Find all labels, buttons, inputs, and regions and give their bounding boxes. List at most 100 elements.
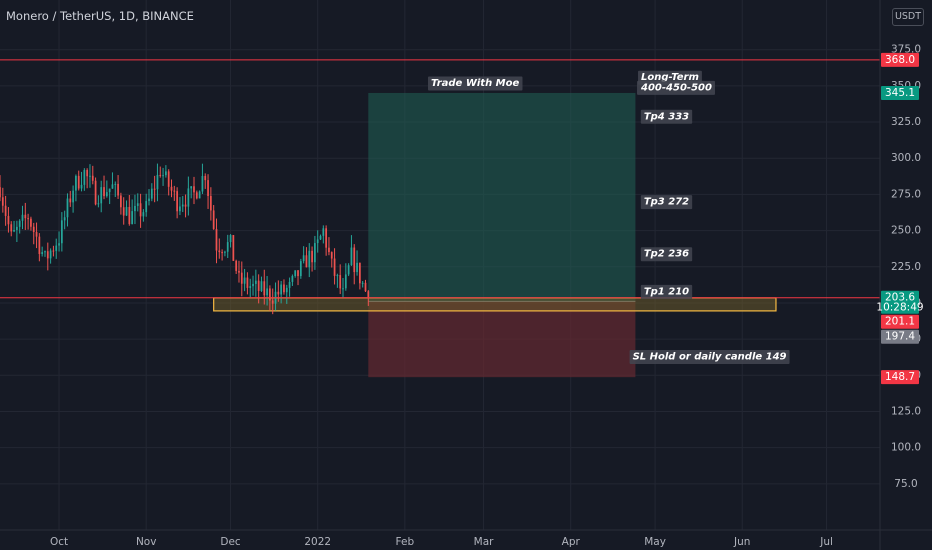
candle-body <box>364 282 367 292</box>
annotation-label: Tp3 272 <box>644 197 689 208</box>
candle-body <box>63 217 66 221</box>
candle-body <box>195 192 198 199</box>
candle-body <box>41 252 44 255</box>
y-tick-label: 125.0 <box>891 405 921 417</box>
candle-body <box>280 284 283 295</box>
annotation-bg <box>640 195 693 210</box>
candle-body <box>173 190 176 192</box>
candle-body <box>114 183 117 185</box>
candle-body <box>89 175 91 177</box>
annotation-bg <box>637 80 715 95</box>
candle-body <box>72 190 74 203</box>
candle-body <box>181 204 184 207</box>
candle-body <box>55 245 58 251</box>
candle-body <box>246 277 249 288</box>
candle-body <box>190 186 193 189</box>
candles <box>0 163 370 315</box>
time-axis-bg <box>0 530 932 550</box>
candle-body <box>359 262 361 284</box>
annotation-bg <box>640 247 693 262</box>
candle-body <box>204 176 207 181</box>
candle-body <box>226 242 229 252</box>
candle-body <box>271 300 274 304</box>
candle-body <box>269 288 271 301</box>
price-tag-label: 345.1 <box>885 87 915 99</box>
annotation-label: 400-450-500 <box>640 82 712 93</box>
y-tick-label: 325.0 <box>891 116 921 128</box>
candle-body <box>69 198 72 203</box>
x-tick-label: 2022 <box>304 536 331 548</box>
currency-button[interactable]: USDT <box>892 8 924 26</box>
candle-body <box>94 180 97 205</box>
candle-body <box>330 252 333 259</box>
x-tick-label: Apr <box>562 536 581 548</box>
candle-body <box>32 226 35 233</box>
candle-body <box>111 184 114 189</box>
candle-body <box>35 232 38 237</box>
candle-body <box>153 188 156 190</box>
price-tag <box>881 85 919 100</box>
candle-body <box>254 280 257 284</box>
candle-body <box>333 258 336 276</box>
candle-body <box>49 250 52 259</box>
candle-body <box>342 288 344 290</box>
annotation-bg <box>640 109 693 124</box>
candle-body <box>285 287 288 293</box>
candle-body <box>249 286 252 288</box>
candle-body <box>156 174 159 190</box>
candle-body <box>232 235 235 261</box>
price-tag-label: 197.4 <box>885 331 915 343</box>
candle-body <box>209 195 212 211</box>
candle-body <box>13 229 15 232</box>
price-tag-label: 201.1 <box>885 316 915 328</box>
candle-body <box>184 204 187 207</box>
candle-body <box>97 203 100 205</box>
candle-body <box>139 203 142 217</box>
candle-body <box>170 186 173 191</box>
candle-body <box>283 284 285 293</box>
x-tick-label: Jul <box>819 536 833 548</box>
candle-body <box>122 207 125 216</box>
candle-body <box>336 275 339 277</box>
candle-body <box>83 170 86 185</box>
candle-body <box>52 250 55 252</box>
candle-body <box>218 250 221 253</box>
candle-body <box>86 170 89 177</box>
y-tick-label: 250.0 <box>891 225 921 237</box>
candle-body <box>356 262 358 273</box>
candle-body <box>77 175 80 189</box>
candle-body <box>167 171 170 187</box>
price-tag-label: 203.6 <box>885 292 915 304</box>
candle-body <box>10 224 13 232</box>
price-tag <box>881 329 919 344</box>
annotation-bg <box>428 76 523 91</box>
candle-body <box>291 276 294 282</box>
candle-body <box>145 201 148 213</box>
candle-body <box>257 280 260 291</box>
candle-body <box>277 291 280 295</box>
annotation-label: Tp4 333 <box>644 111 689 122</box>
candle-body <box>212 210 215 230</box>
candle-body <box>162 175 164 177</box>
candle-body <box>187 188 190 207</box>
loss-zone <box>368 301 636 378</box>
x-tick-label: Jun <box>733 536 750 548</box>
candle-body <box>328 247 330 253</box>
candle-body <box>80 184 83 189</box>
candle-body <box>294 270 297 277</box>
horizontal-lines <box>0 59 880 299</box>
candle-body <box>299 261 302 277</box>
candle-body <box>105 192 108 197</box>
profit-zone <box>368 92 636 302</box>
candle-body <box>165 171 167 176</box>
candle-body <box>229 235 232 243</box>
candle-body <box>134 205 136 212</box>
x-tick-label: Nov <box>136 536 157 548</box>
annotation-bg <box>629 349 790 364</box>
candle-body <box>297 270 299 277</box>
candle-body <box>302 255 305 262</box>
price-tag-label: 368.0 <box>885 54 915 66</box>
